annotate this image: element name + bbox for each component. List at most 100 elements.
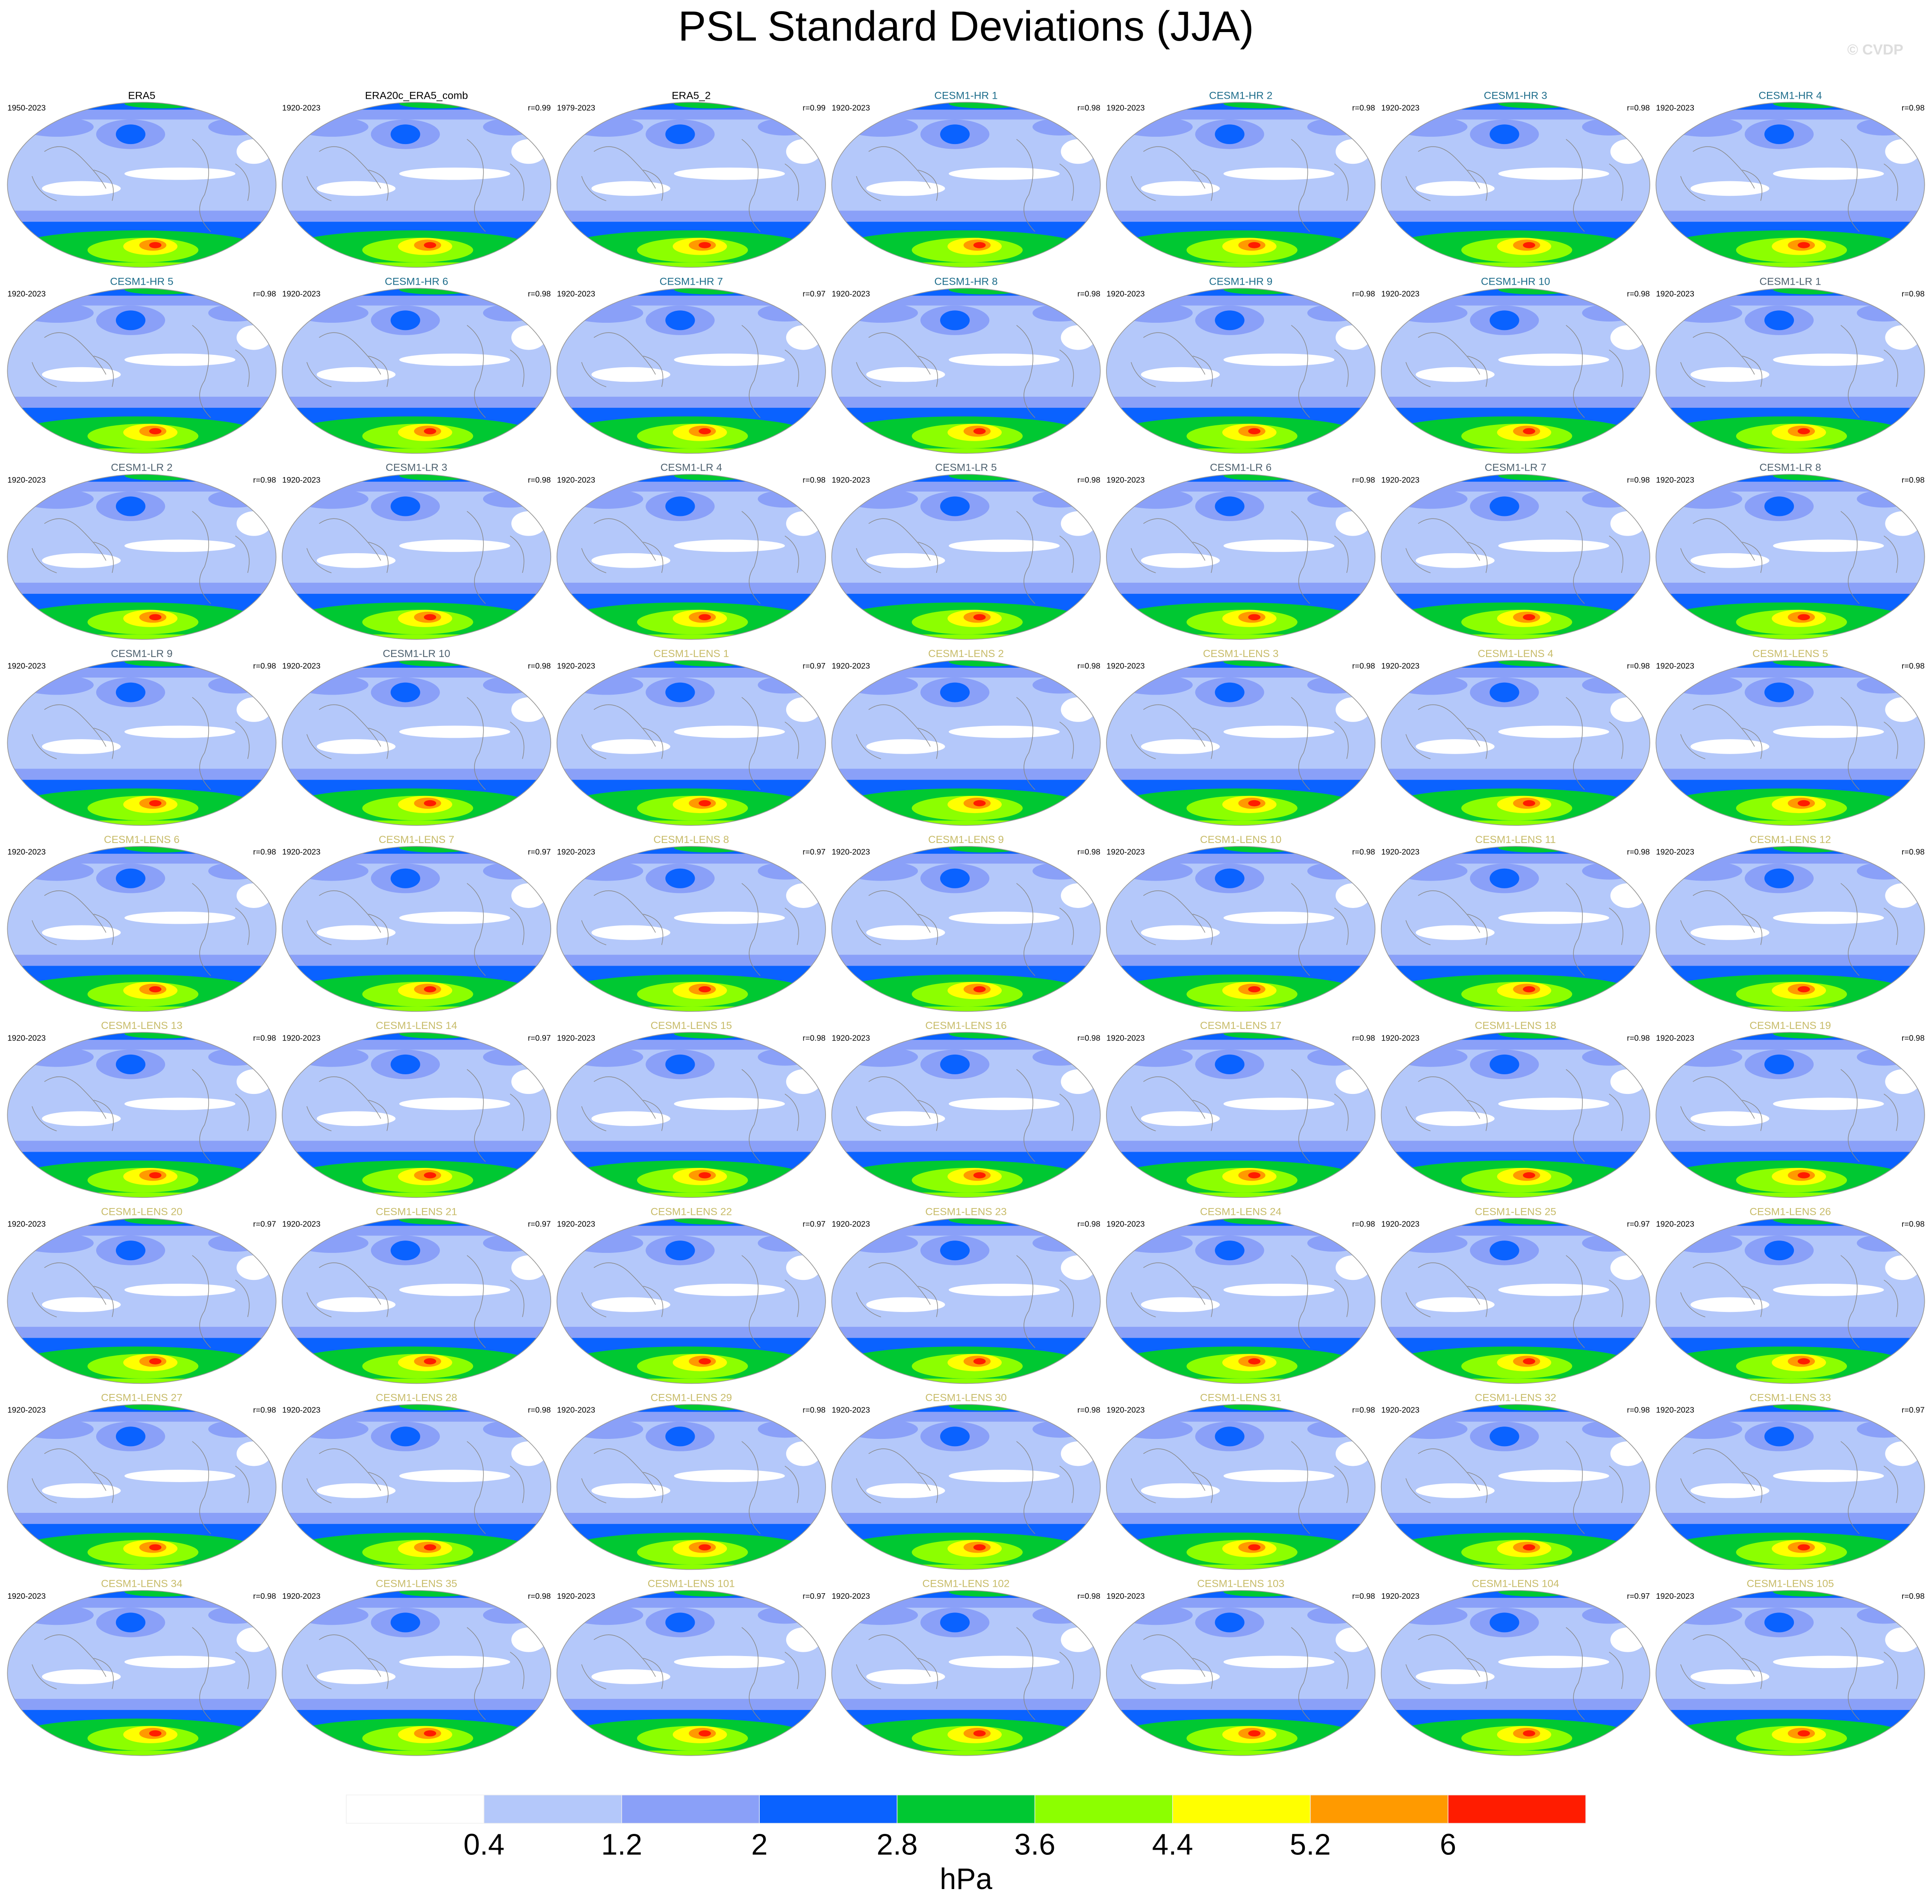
colorbar-unit: hPa xyxy=(940,1862,993,1895)
colorbar-box xyxy=(1448,1795,1586,1824)
panel-name: CESM1-LENS 24 xyxy=(1200,1206,1282,1217)
panel-name: CESM1-LR 2 xyxy=(111,462,172,474)
map xyxy=(282,1215,551,1387)
map-panel: CESM1-LENS 18 1920-2023 r=0.98 xyxy=(1381,1020,1650,1201)
panel-period: 1920-2023 xyxy=(557,661,596,670)
panel-period: 1920-2023 xyxy=(282,1592,321,1600)
map xyxy=(832,1587,1100,1759)
map-panel: CESM1-HR 8 1920-2023 r=0.98 xyxy=(832,276,1100,457)
panel-period: 1920-2023 xyxy=(282,289,321,298)
panel-name: CESM1-LENS 35 xyxy=(376,1578,457,1590)
map xyxy=(1106,285,1375,457)
panel-name: CESM1-LENS 16 xyxy=(925,1020,1007,1032)
panel-correlation: r=0.98 xyxy=(1077,661,1100,670)
map xyxy=(832,1215,1100,1387)
map-panel: CESM1-LENS 31 1920-2023 r=0.98 xyxy=(1106,1392,1375,1573)
map-panel: CESM1-HR 6 1920-2023 r=0.98 xyxy=(282,276,551,457)
panel-correlation: r=0.98 xyxy=(253,1592,276,1600)
map xyxy=(557,1587,826,1759)
map xyxy=(1656,1587,1924,1759)
colorbar-box xyxy=(621,1795,760,1824)
panel-correlation: r=0.98 xyxy=(528,289,551,298)
panel-correlation: r=0.97 xyxy=(802,661,826,670)
map-panel: CESM1-LR 7 1920-2023 r=0.98 xyxy=(1381,462,1650,643)
panel-name: CESM1-LR 5 xyxy=(935,462,997,474)
panel-name: ERA5_2 xyxy=(672,90,711,101)
panel-correlation: r=0.98 xyxy=(1077,475,1100,484)
panel-name: CESM1-LR 9 xyxy=(111,648,172,660)
panel-period: 1920-2023 xyxy=(1381,1033,1420,1042)
panel-period: 1920-2023 xyxy=(1656,1406,1694,1415)
map-panel: CESM1-LENS 32 1920-2023 r=0.98 xyxy=(1381,1392,1650,1573)
panel-period: 1920-2023 xyxy=(282,103,321,112)
panel-name: CESM1-HR 4 xyxy=(1758,90,1822,101)
colorbar-label: 3.6 xyxy=(1014,1827,1055,1861)
map-panel: CESM1-LENS 105 1920-2023 r=0.98 xyxy=(1656,1578,1924,1760)
panel-period: 1920-2023 xyxy=(1656,1220,1694,1229)
panel-period: 1920-2023 xyxy=(282,475,321,484)
map xyxy=(1106,1587,1375,1759)
map-panel: CESM1-LENS 13 1920-2023 r=0.98 xyxy=(7,1020,276,1201)
map-panel: CESM1-LENS 26 1920-2023 r=0.98 xyxy=(1656,1206,1924,1387)
panel-correlation: r=0.99 xyxy=(528,103,551,112)
panel-correlation: r=0.98 xyxy=(1352,1220,1375,1229)
panel-correlation: r=0.98 xyxy=(1902,661,1925,670)
panel-period: 1920-2023 xyxy=(282,1033,321,1042)
panel-correlation: r=0.98 xyxy=(1352,1033,1375,1042)
panel-name: CESM1-LENS 23 xyxy=(925,1206,1007,1217)
map xyxy=(7,99,276,271)
map xyxy=(832,99,1100,271)
colorbar-label: 2.8 xyxy=(876,1827,917,1861)
panel-name: CESM1-LENS 13 xyxy=(101,1020,183,1032)
panel-correlation: r=0.98 xyxy=(253,847,276,856)
panel-correlation: r=0.97 xyxy=(528,1033,551,1042)
map-panel: CESM1-HR 10 1920-2023 r=0.98 xyxy=(1381,276,1650,457)
panel-name: CESM1-LENS 4 xyxy=(1478,648,1553,660)
map-panel: CESM1-HR 4 1920-2023 r=0.98 xyxy=(1656,90,1924,271)
panel-name: CESM1-LENS 22 xyxy=(651,1206,732,1217)
panel-correlation: r=0.97 xyxy=(802,289,826,298)
panel-correlation: r=0.97 xyxy=(802,847,826,856)
panel-period: 1950-2023 xyxy=(7,103,46,112)
panel-period: 1920-2023 xyxy=(7,847,46,856)
panel-name: ERA5 xyxy=(128,90,156,101)
map xyxy=(282,471,551,643)
panel-period: 1920-2023 xyxy=(1106,661,1145,670)
panel-name: CESM1-LENS 105 xyxy=(1746,1578,1834,1590)
map xyxy=(557,99,826,271)
map-panel: CESM1-LENS 102 1920-2023 r=0.98 xyxy=(832,1578,1100,1760)
panel-name: CESM1-HR 8 xyxy=(934,276,997,287)
map xyxy=(832,285,1100,457)
map-panel: ERA20c_ERA5_comb 1920-2023 r=0.99 xyxy=(282,90,551,271)
panel-correlation: r=0.98 xyxy=(802,475,826,484)
panel-name: CESM1-HR 10 xyxy=(1481,276,1550,287)
panel-correlation: r=0.98 xyxy=(1627,661,1650,670)
map-panel: CESM1-LENS 11 1920-2023 r=0.98 xyxy=(1381,834,1650,1015)
panel-period: 1920-2023 xyxy=(832,1220,870,1229)
colorbar-label: 0.4 xyxy=(463,1827,504,1861)
map-panel: CESM1-HR 9 1920-2023 r=0.98 xyxy=(1106,276,1375,457)
panel-correlation: r=0.98 xyxy=(253,1033,276,1042)
map xyxy=(1381,285,1650,457)
map-panel: CESM1-LENS 5 1920-2023 r=0.98 xyxy=(1656,648,1924,829)
panel-correlation: r=0.98 xyxy=(1627,289,1650,298)
panel-period: 1920-2023 xyxy=(832,1592,870,1600)
colorbar-box xyxy=(759,1795,898,1824)
map-panel: CESM1-LENS 22 1920-2023 r=0.97 xyxy=(557,1206,826,1387)
map xyxy=(1381,471,1650,643)
panel-name: CESM1-LENS 28 xyxy=(376,1392,457,1403)
panel-correlation: r=0.98 xyxy=(1077,1033,1100,1042)
map-panel: CESM1-LENS 101 1920-2023 r=0.97 xyxy=(557,1578,826,1760)
panel-period: 1920-2023 xyxy=(1656,289,1694,298)
panel-correlation: r=0.98 xyxy=(1352,289,1375,298)
panel-period: 1920-2023 xyxy=(7,661,46,670)
panel-period: 1920-2023 xyxy=(7,1406,46,1415)
map-panel: CESM1-LENS 15 1920-2023 r=0.98 xyxy=(557,1020,826,1201)
map xyxy=(1106,99,1375,271)
map-panel: CESM1-LENS 3 1920-2023 r=0.98 xyxy=(1106,648,1375,829)
map-panel: CESM1-LR 4 1920-2023 r=0.98 xyxy=(557,462,826,643)
panel-period: 1920-2023 xyxy=(1106,1220,1145,1229)
panel-name: CESM1-LENS 27 xyxy=(101,1392,183,1403)
